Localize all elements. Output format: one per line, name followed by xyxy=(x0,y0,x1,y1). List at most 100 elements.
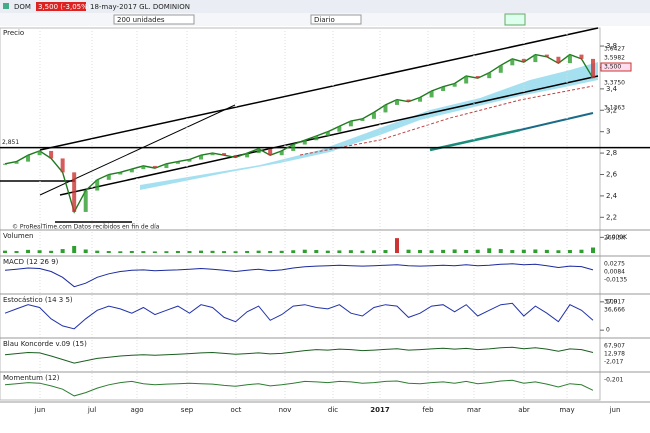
volume-bar xyxy=(233,251,238,253)
candle xyxy=(395,99,399,105)
candle xyxy=(95,179,100,191)
indicator-readout: -2,017 xyxy=(604,359,624,366)
volume-bar xyxy=(464,250,469,253)
volume-bar xyxy=(129,250,134,253)
y-tick-label: 3 xyxy=(606,128,610,136)
candle xyxy=(187,159,192,162)
candle xyxy=(360,118,365,121)
indicator-line xyxy=(4,263,594,288)
price-readout: 3,3750 xyxy=(604,80,625,87)
candle xyxy=(464,76,469,84)
panel-title: Momentum (12) xyxy=(3,374,60,382)
volume-bar xyxy=(452,249,457,253)
candle xyxy=(222,153,227,156)
volume-bar xyxy=(418,250,423,253)
candle xyxy=(141,165,146,170)
y-tick-label: 3,4 xyxy=(606,85,618,93)
candle xyxy=(325,131,330,136)
indicator-line xyxy=(4,346,594,364)
units-select[interactable] xyxy=(113,14,195,25)
indicator-line xyxy=(4,379,594,397)
price-readout: 3,5982 xyxy=(604,55,625,62)
volume-bar xyxy=(83,249,88,253)
symbol: DOM xyxy=(14,3,31,11)
x-tick-label: 2017 xyxy=(370,406,390,414)
indicator-readout: 36,666 xyxy=(604,307,625,314)
candle xyxy=(383,104,388,113)
y-tick-label: 100 xyxy=(606,298,618,305)
volume-bar xyxy=(3,250,7,253)
volume-bar xyxy=(268,251,273,253)
candle xyxy=(302,140,307,145)
candle xyxy=(83,190,88,212)
candle xyxy=(452,83,457,87)
volume-bar xyxy=(118,251,123,253)
plot-frame xyxy=(0,27,601,401)
candle xyxy=(175,161,180,164)
price-readout: 3,500 xyxy=(604,64,621,71)
chart-button[interactable] xyxy=(504,13,526,26)
candle xyxy=(199,155,203,160)
panel-title: Precio xyxy=(3,29,24,37)
volume-bar xyxy=(544,249,549,253)
volume-bar xyxy=(141,251,146,253)
volume-bar xyxy=(37,250,42,253)
candle xyxy=(371,112,376,119)
candle xyxy=(556,56,561,64)
candle xyxy=(37,150,42,156)
icon xyxy=(3,3,9,9)
x-tick-label: jun xyxy=(609,406,621,414)
candle xyxy=(118,172,123,175)
x-tick-label: abr xyxy=(518,406,530,414)
volume-bar xyxy=(49,250,54,253)
volume-bar xyxy=(302,249,307,253)
indicator-readout: 37,917 xyxy=(604,299,625,306)
volume-bar xyxy=(95,250,100,253)
average-line xyxy=(519,112,594,131)
candle xyxy=(337,126,342,132)
period-select[interactable] xyxy=(310,14,362,25)
copyright: © ProRealTime.com Datos recibidos en fin… xyxy=(12,224,160,231)
volume-bar xyxy=(210,250,215,253)
y-tick-label: 2,2 xyxy=(606,213,617,221)
price-badge-bg xyxy=(36,2,86,11)
y-tick-label: 3,2 xyxy=(606,106,617,114)
candle xyxy=(533,54,538,63)
candle xyxy=(521,58,526,63)
panel-title: Estocástico (14 3 5) xyxy=(3,296,73,304)
candle xyxy=(268,148,273,156)
volume-bar xyxy=(152,251,157,253)
volume-bar xyxy=(187,251,192,253)
x-tick-label: mar xyxy=(467,406,481,414)
toolbar xyxy=(0,0,650,13)
indicator-readout: 0,0084 xyxy=(604,269,625,276)
candle xyxy=(210,153,215,156)
volume-bar xyxy=(510,250,515,253)
candle xyxy=(164,163,169,169)
volume-bar xyxy=(521,249,526,253)
volume-bar xyxy=(14,251,19,253)
volume-bar xyxy=(325,250,330,253)
candle xyxy=(510,58,515,66)
volume-bar xyxy=(60,249,65,253)
volume-bar xyxy=(487,248,492,253)
volume-bar xyxy=(498,249,503,253)
volume-bar xyxy=(245,250,250,253)
candle xyxy=(279,150,284,156)
candle xyxy=(245,153,250,158)
y-tick-label: 2,8 xyxy=(606,149,617,157)
volume-bar xyxy=(106,251,111,253)
candle xyxy=(429,91,434,98)
volume-bar xyxy=(395,238,399,253)
volume-bar xyxy=(222,251,227,253)
average-line xyxy=(299,85,594,156)
candle xyxy=(567,54,572,64)
volume-bar xyxy=(579,249,584,253)
indicator-line xyxy=(4,302,594,330)
candle xyxy=(49,150,54,159)
candle xyxy=(26,155,31,162)
x-tick-label: feb xyxy=(422,406,434,414)
panel-title: Blau Koncorde v.09 (15) xyxy=(3,340,87,348)
